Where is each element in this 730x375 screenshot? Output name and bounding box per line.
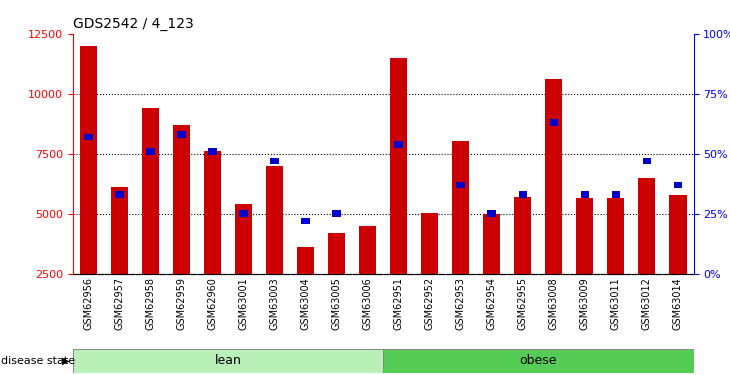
Text: GDS2542 / 4_123: GDS2542 / 4_123	[73, 17, 193, 31]
Bar	[607, 198, 624, 274]
Text: GSM63006: GSM63006	[363, 278, 373, 330]
Text: GSM63008: GSM63008	[549, 278, 559, 330]
Bar	[456, 182, 465, 188]
Bar	[518, 191, 527, 198]
Bar	[483, 214, 500, 274]
Text: GSM62957: GSM62957	[115, 278, 125, 330]
Bar	[84, 134, 93, 140]
Bar	[266, 166, 283, 274]
Text: GSM63012: GSM63012	[642, 278, 652, 330]
Text: GSM62953: GSM62953	[456, 278, 466, 330]
Text: GSM62951: GSM62951	[393, 278, 404, 330]
Bar	[550, 119, 558, 126]
Text: GSM63011: GSM63011	[611, 278, 621, 330]
Text: GSM62954: GSM62954	[487, 278, 497, 330]
Bar	[580, 191, 589, 198]
Bar	[577, 198, 593, 274]
Bar	[545, 80, 562, 274]
Bar	[383, 349, 694, 373]
Bar	[391, 58, 407, 274]
Bar	[639, 178, 656, 274]
Bar	[612, 191, 620, 198]
Bar	[359, 226, 376, 274]
Text: GSM63003: GSM63003	[269, 278, 280, 330]
Bar	[111, 188, 128, 274]
Bar	[421, 213, 438, 274]
Bar	[515, 197, 531, 274]
Bar	[80, 46, 97, 274]
Bar	[642, 158, 651, 164]
Bar	[115, 191, 124, 198]
Text: GSM62959: GSM62959	[177, 278, 187, 330]
Text: disease state: disease state	[1, 356, 75, 366]
Bar	[239, 210, 248, 217]
Text: GSM62960: GSM62960	[207, 278, 218, 330]
Text: GSM63014: GSM63014	[673, 278, 683, 330]
Bar	[204, 152, 221, 274]
Bar	[270, 158, 279, 164]
Bar	[297, 248, 314, 274]
Bar	[332, 210, 341, 217]
Bar	[146, 148, 155, 155]
Text: obese: obese	[520, 354, 557, 368]
Text: GSM63001: GSM63001	[239, 278, 249, 330]
Bar	[669, 195, 686, 274]
Bar	[488, 210, 496, 217]
Bar	[394, 141, 403, 147]
Bar	[301, 217, 310, 224]
Text: GSM62955: GSM62955	[518, 278, 528, 330]
Text: lean: lean	[215, 354, 242, 368]
Bar	[177, 131, 186, 138]
Bar	[328, 233, 345, 274]
Text: GSM62958: GSM62958	[145, 278, 155, 330]
Text: GSM63005: GSM63005	[331, 278, 342, 330]
Bar	[208, 148, 217, 155]
Bar	[73, 349, 383, 373]
Text: GSM62952: GSM62952	[425, 278, 435, 330]
Text: GSM63004: GSM63004	[301, 278, 311, 330]
Bar	[453, 141, 469, 274]
Bar	[173, 125, 190, 274]
Bar	[142, 108, 159, 274]
Text: GSM62956: GSM62956	[83, 278, 93, 330]
Bar	[235, 204, 252, 274]
Bar	[674, 182, 683, 188]
Text: ▶: ▶	[62, 356, 69, 366]
Text: GSM63009: GSM63009	[580, 278, 590, 330]
